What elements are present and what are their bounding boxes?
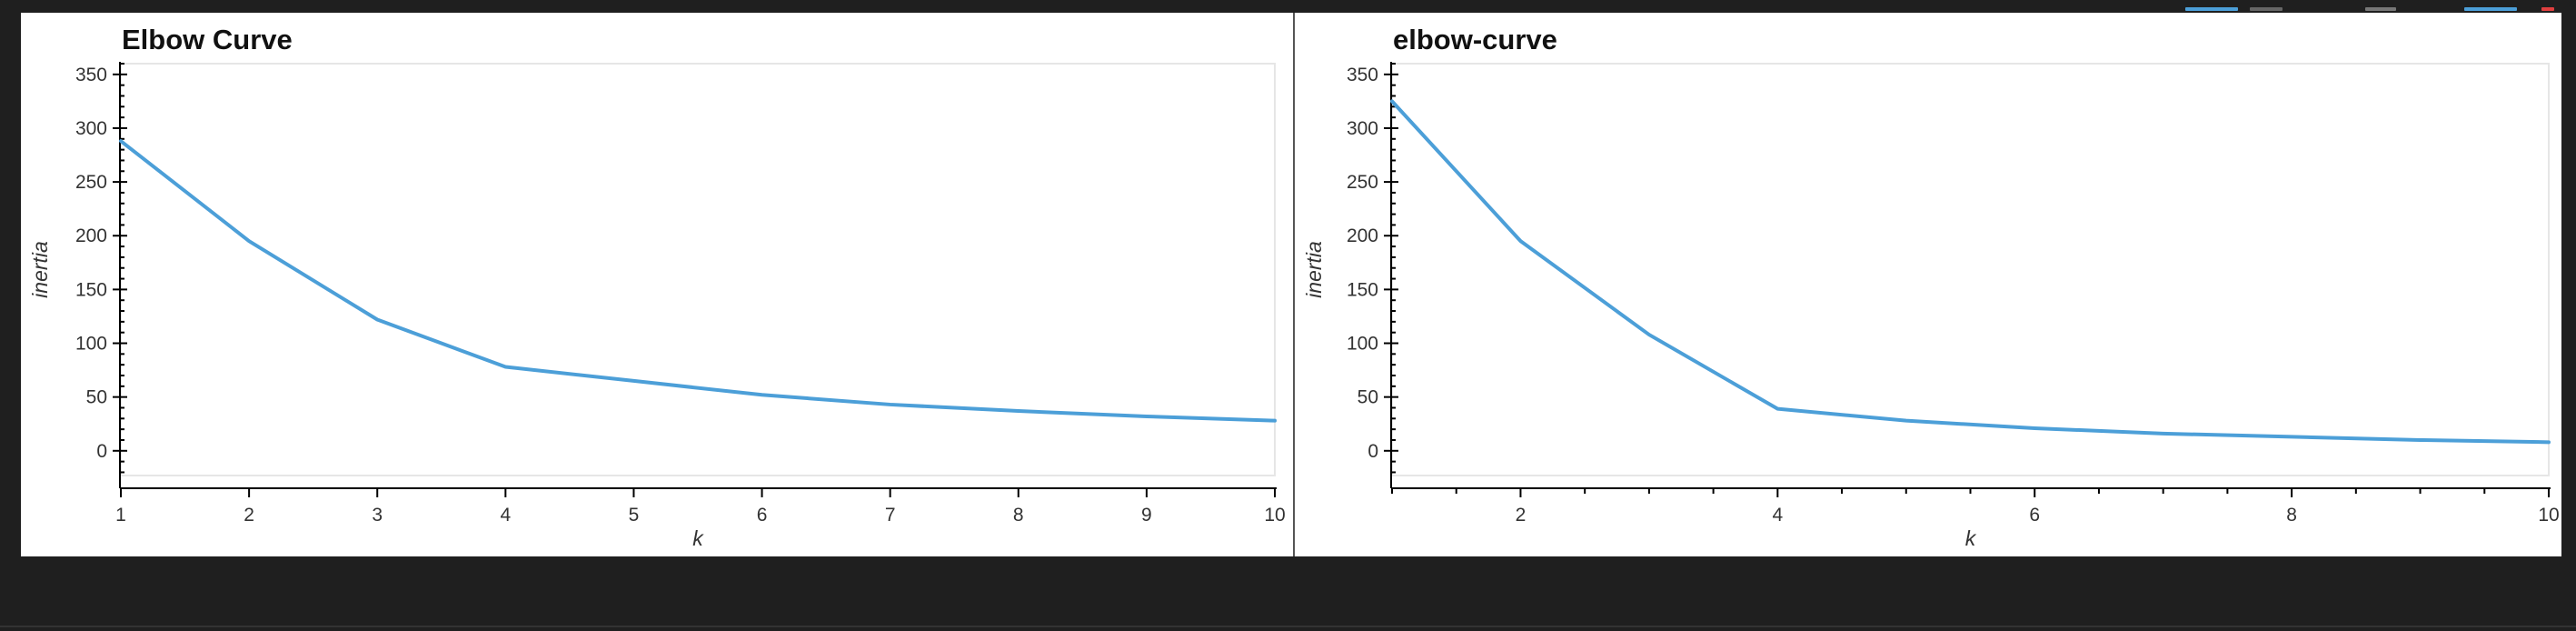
legend-swatch-4 [2464,7,2517,11]
x-tick-label: 6 [757,505,768,526]
y-tick-label: 0 [96,441,107,462]
x-axis-label: k [692,526,704,550]
x-tick-label: 3 [372,505,383,526]
y-tick-label: 100 [1347,334,1378,355]
y-tick-label: 150 [1347,279,1378,300]
y-tick-label: 200 [75,225,107,246]
chart-title: elbow-curve [1393,24,1557,55]
chart-divider [1293,13,1295,556]
y-tick-label: 150 [75,279,107,300]
y-tick-label: 300 [1347,118,1378,139]
chart-title: Elbow Curve [122,24,293,55]
x-tick-label: 10 [1264,505,1285,526]
x-tick-label: 10 [2538,505,2559,526]
x-tick-label: 8 [1013,505,1024,526]
y-tick-label: 250 [1347,172,1378,193]
y-tick-label: 100 [75,334,107,355]
legend-swatch-1 [2185,7,2238,11]
x-tick-label: 4 [1772,505,1783,526]
x-tick-label: 6 [2029,505,2040,526]
x-tick-label: 5 [629,505,640,526]
x-tick-label: 9 [1141,505,1152,526]
y-tick-label: 200 [1347,225,1378,246]
legend-swatch-5 [2541,7,2554,11]
plot-frame [1391,63,2550,476]
y-tick-label: 350 [75,65,107,85]
y-tick-label: 50 [1358,387,1378,408]
y-axis-label: inertia [28,241,52,298]
x-tick-label: 1 [115,505,126,526]
y-tick-label: 250 [75,172,107,193]
series-line-0 [119,139,1277,423]
y-tick-label: 50 [86,387,107,408]
x-tick-label: 7 [885,505,896,526]
bottom-divider [0,626,2576,627]
x-tick-label: 2 [244,505,254,526]
series-line-0 [1390,99,2551,445]
x-tick-label: 8 [2286,505,2297,526]
chart-elbow-curve: Elbow Curve 0 50 100 150 200 250 300 350 1 2 3 4 5 6 7 8… [28,24,1286,550]
y-tick-label: 0 [1368,441,1378,462]
charts-panel [21,13,2561,556]
legend-swatch-3 [2365,7,2396,11]
top-toolbar-strip [0,0,2576,13]
chart-elbow-curve-2: elbow-curve 0 50 100 150 200 250 300 350 2 4 6 8 10 k i… [1302,24,2560,550]
y-tick-label: 300 [75,118,107,139]
y-tick-label: 350 [1347,65,1378,85]
x-axis-label: k [1965,526,1977,550]
y-axis-label: inertia [1302,241,1326,298]
x-tick-label: 2 [1516,505,1527,526]
x-tick-label: 4 [500,505,511,526]
legend-swatch-2 [2250,7,2283,11]
